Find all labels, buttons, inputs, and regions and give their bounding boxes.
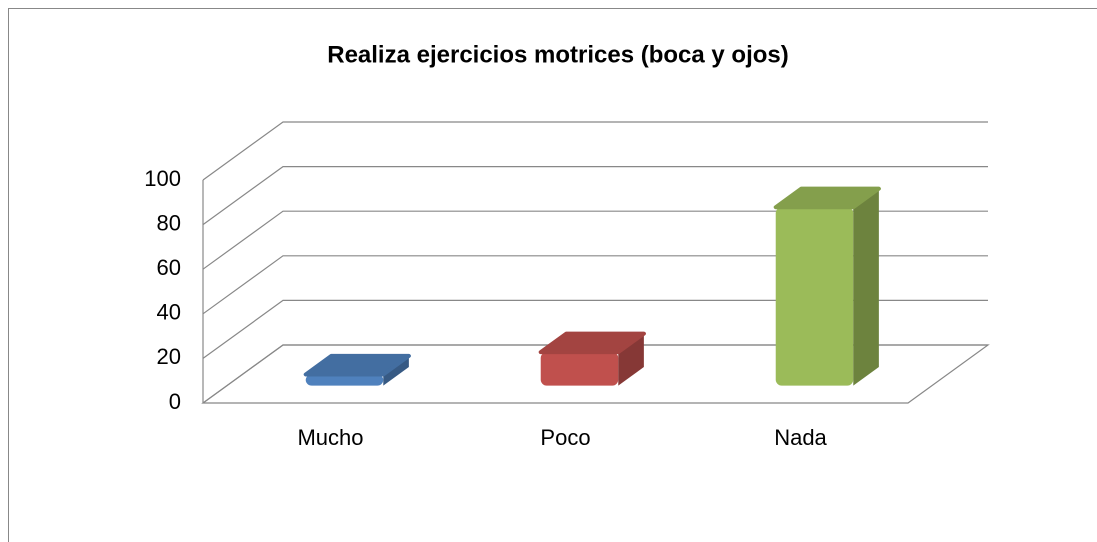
bar-top bbox=[538, 331, 646, 355]
grid-line bbox=[202, 299, 988, 359]
bar-front bbox=[775, 207, 854, 386]
chart-title: Realiza ejercicios motrices (boca y ojos… bbox=[327, 41, 789, 68]
grid-line bbox=[202, 121, 988, 181]
bar-side bbox=[618, 333, 644, 386]
x-tick-label: Nada bbox=[774, 425, 827, 450]
bar-top bbox=[773, 186, 881, 210]
x-tick-label: Mucho bbox=[297, 425, 363, 450]
bar-front bbox=[305, 374, 384, 386]
bar-front bbox=[540, 352, 619, 386]
grid-line bbox=[202, 210, 988, 270]
y-tick-label: 0 bbox=[169, 389, 181, 414]
y-tick-label: 40 bbox=[157, 300, 181, 325]
y-tick-label: 60 bbox=[157, 255, 181, 280]
y-tick-label: 20 bbox=[157, 344, 181, 369]
bar-side bbox=[383, 355, 409, 386]
grid-line bbox=[202, 344, 988, 404]
y-tick-label: 80 bbox=[157, 210, 181, 235]
y-tick-label: 100 bbox=[144, 166, 181, 191]
grid-line bbox=[202, 255, 988, 315]
bar-side bbox=[853, 188, 879, 386]
bar-top bbox=[303, 353, 411, 377]
x-tick-label: Poco bbox=[540, 425, 590, 450]
chart-frame bbox=[8, 8, 1097, 542]
grid-line bbox=[202, 166, 988, 226]
